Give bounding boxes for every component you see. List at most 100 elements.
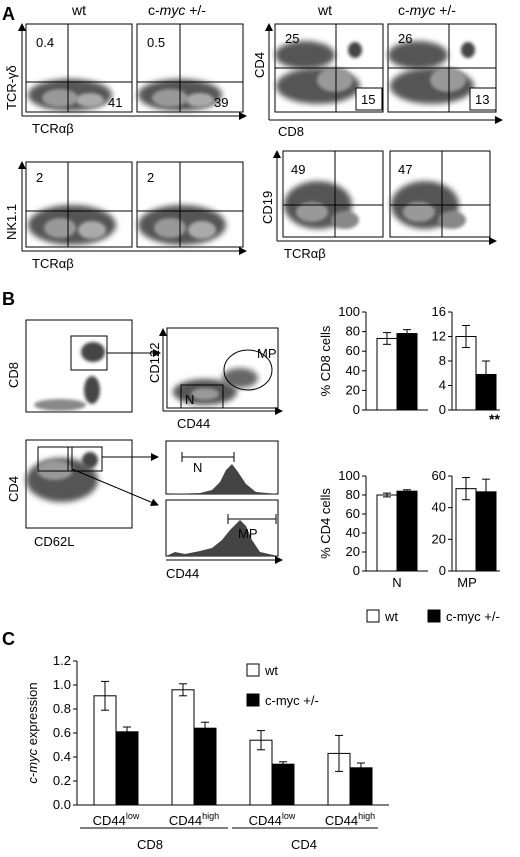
legend-label-myc: c-myc +/- xyxy=(446,609,500,624)
category-label-mp: MP xyxy=(457,575,477,590)
legend-label-wt: wt xyxy=(384,609,398,624)
y-tick-label: 0 xyxy=(353,563,360,578)
y-axis-label: c-myc expression xyxy=(25,682,40,783)
significance-marker: ** xyxy=(489,411,500,427)
panel-b-label: B xyxy=(2,289,15,309)
bar xyxy=(396,333,418,411)
axis-label-tcrgd: TCR-γδ xyxy=(4,65,19,110)
y-tick-label: 0.2 xyxy=(53,773,71,788)
y-tick-label: 20 xyxy=(346,382,360,397)
col-myc-label-left: c-myc +/- xyxy=(148,2,206,18)
bar xyxy=(93,695,117,806)
axis-label-cd62l: CD62L xyxy=(34,534,74,549)
quad-value: 47 xyxy=(398,162,412,177)
col-wt-label-left: wt xyxy=(71,2,86,18)
y-tick-label: 0.8 xyxy=(53,701,71,716)
y-tick-label: 100 xyxy=(338,468,360,483)
axis-label-cd44: CD44 xyxy=(166,566,199,581)
dotplot-cd4 xyxy=(25,439,133,529)
dotplot-tcrgd-myc: 0.5 39 xyxy=(136,23,244,113)
y-tick-label: 0 xyxy=(439,563,446,578)
group-label-cd8: CD8 xyxy=(137,837,163,852)
x-tick-label: CD44high xyxy=(169,811,219,828)
quad-value: 41 xyxy=(108,95,122,110)
bar-chart-cd8-mp: 0 4 8 12 16 xyxy=(432,304,500,417)
axis-label-cd122: CD122 xyxy=(147,343,162,383)
bar xyxy=(455,488,477,572)
y-tick-label: 0.4 xyxy=(53,749,71,764)
quad-value: 15 xyxy=(361,92,375,107)
y-axis-label: % CD4 cells xyxy=(318,488,333,559)
quad-value: 39 xyxy=(214,95,228,110)
dotplot-cd19-wt: 49 xyxy=(282,150,384,238)
y-tick-label: 60 xyxy=(346,343,360,358)
panel-c-label: C xyxy=(2,629,15,649)
bar-chart-cd4-mp: 0 20 40 60 xyxy=(432,468,500,578)
axis-label-cd8: CD8 xyxy=(6,362,21,388)
gate-n-label: N xyxy=(193,460,202,475)
quad-value: 49 xyxy=(291,162,305,177)
bar-chart-cd4-n: 0 20 40 60 80 100 % CD4 cells xyxy=(318,468,428,578)
y-tick-label: 0.6 xyxy=(53,725,71,740)
col-myc-label-right: c-myc +/- xyxy=(398,2,456,18)
legend-b: wt c-myc +/- xyxy=(366,609,500,624)
col-wt-label-right: wt xyxy=(317,2,332,18)
axis-label-cd19: CD19 xyxy=(260,191,275,224)
axis-label-cd4: CD4 xyxy=(252,52,267,78)
y-tick-label: 1.0 xyxy=(53,677,71,692)
dotplot-cd4cd8-myc: 26 13 xyxy=(387,23,497,113)
y-tick-label: 80 xyxy=(346,487,360,502)
bar-chart-cd8-n: 0 20 40 60 80 100 % CD8 cells xyxy=(318,304,428,417)
y-tick-label: 8 xyxy=(439,353,446,368)
y-tick-label: 4 xyxy=(439,378,446,393)
y-tick-label: 40 xyxy=(432,500,446,515)
gate-arrow xyxy=(71,468,159,506)
x-tick-label: CD44low xyxy=(249,811,296,828)
y-tick-label: 20 xyxy=(346,544,360,559)
legend-swatch-wt xyxy=(246,663,260,677)
axis-label-cd8: CD8 xyxy=(278,124,304,139)
gate-n-label: N xyxy=(185,392,194,407)
histogram-n: N xyxy=(165,440,279,495)
legend-swatch-wt xyxy=(366,609,380,623)
quad-value: 0.5 xyxy=(147,35,165,50)
dotplot-cd122: N MP xyxy=(166,327,279,409)
axis-label-tcrab: TCRαβ xyxy=(32,121,74,136)
x-tick-label: CD44high xyxy=(325,811,375,828)
axis-label-tcrab: TCRαβ xyxy=(284,246,326,261)
bar xyxy=(376,337,398,411)
legend-swatch-myc xyxy=(246,693,260,707)
dotplot-tcrgd-wt: 0.4 41 xyxy=(25,23,133,113)
y-tick-label: 60 xyxy=(432,468,446,483)
dotplot-cd8 xyxy=(25,319,133,413)
axis-label-cd4: CD4 xyxy=(6,476,21,502)
y-tick-label: 40 xyxy=(346,363,360,378)
quad-value: 2 xyxy=(36,170,43,185)
dotplot-nk11-myc: 2 xyxy=(136,161,244,248)
axis-label-tcrab: TCRαβ xyxy=(32,256,74,271)
y-tick-label: 16 xyxy=(432,304,446,319)
y-tick-label: 0 xyxy=(439,402,446,417)
bar xyxy=(115,731,139,806)
y-tick-label: 100 xyxy=(338,304,360,319)
group-label-cd4: CD4 xyxy=(291,837,317,852)
legend-label-myc: c-myc +/- xyxy=(265,693,319,708)
histogram-mp: MP xyxy=(165,499,279,557)
y-tick-label: 0.0 xyxy=(53,797,71,812)
dotplot-nk11-wt: 2 xyxy=(25,161,133,248)
y-tick-label: 12 xyxy=(432,329,446,344)
bar xyxy=(271,763,295,806)
dotplot-cd19-myc: 47 xyxy=(389,150,491,238)
gate-mp-label: MP xyxy=(238,526,258,541)
quad-value: 26 xyxy=(398,31,412,46)
axis-label-nk11: NK1.1 xyxy=(4,204,19,240)
bar xyxy=(193,727,217,806)
quad-value: 13 xyxy=(475,92,489,107)
y-tick-label: 1.2 xyxy=(53,653,71,668)
bar xyxy=(349,767,373,806)
axis-label-cd44: CD44 xyxy=(177,416,210,431)
quad-value: 25 xyxy=(285,31,299,46)
quad-value: 0.4 xyxy=(36,35,54,50)
x-tick-label: CD44low xyxy=(93,811,140,828)
